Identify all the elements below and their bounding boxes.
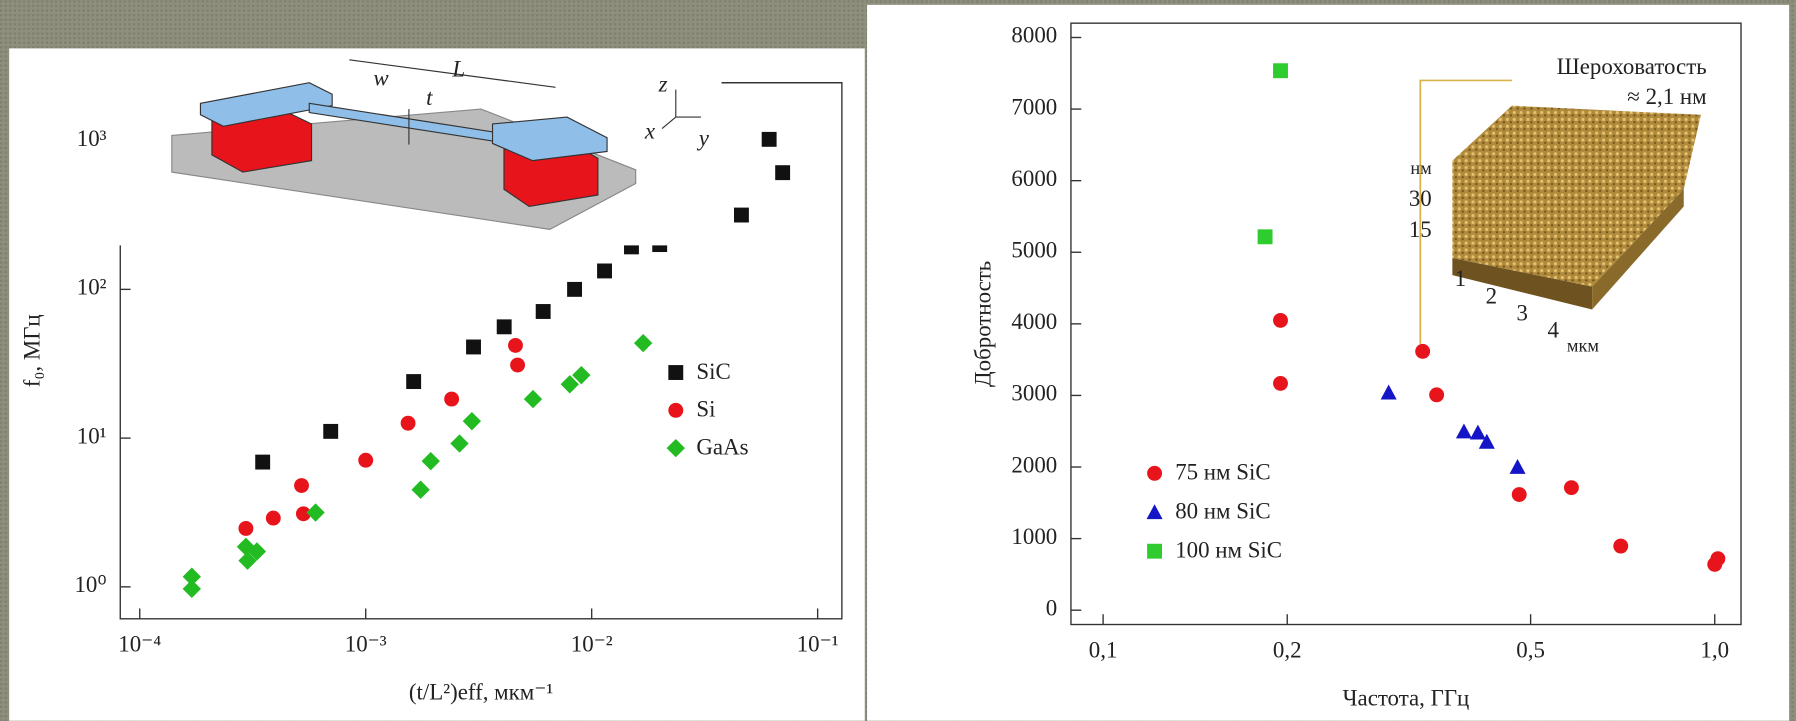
- marker: [1273, 63, 1288, 78]
- marker: [1258, 229, 1273, 244]
- x-tick-label: 10⁻³: [345, 632, 387, 657]
- marker: [1415, 344, 1430, 359]
- marker: [1710, 551, 1725, 566]
- marker: [406, 374, 421, 389]
- marker: [567, 282, 582, 297]
- x-tick-label: 0,2: [1273, 637, 1302, 662]
- y-tick-label: 7000: [1011, 94, 1057, 119]
- y-tick-label: 0: [1046, 595, 1057, 620]
- marker: [1564, 480, 1579, 495]
- inset-z-tick: 15: [1409, 217, 1432, 242]
- schematic-label: L: [451, 57, 465, 82]
- marker: [1273, 376, 1288, 391]
- marker: [266, 511, 281, 526]
- x-axis-title: (t/L²)eff, мкм⁻¹: [409, 680, 553, 705]
- marker: [323, 424, 338, 439]
- inset-z-unit: нм: [1410, 158, 1432, 178]
- marker: [536, 304, 551, 319]
- x-tick-label: 0,1: [1089, 637, 1118, 662]
- legend-swatch: [1147, 466, 1162, 481]
- legend-swatch: [1147, 544, 1162, 559]
- y-tick-label: 10¹: [77, 423, 107, 448]
- schematic-label: t: [426, 85, 433, 110]
- x-axis-title: Частота, ГГц: [1343, 685, 1470, 710]
- marker: [255, 455, 270, 470]
- schematic-label: w: [373, 66, 389, 91]
- marker: [1613, 539, 1628, 554]
- inset-x-tick: 4: [1547, 318, 1559, 343]
- marker: [510, 358, 525, 373]
- y-axis-title: Добротность: [970, 261, 995, 387]
- legend-swatch: [668, 403, 683, 418]
- y-tick-label: 10⁰: [74, 572, 106, 597]
- marker: [466, 340, 481, 355]
- inset-value: ≈ 2,1 нм: [1627, 84, 1706, 109]
- marker: [1512, 487, 1527, 502]
- marker: [238, 521, 253, 536]
- y-tick-label: 10²: [77, 275, 107, 300]
- slide: 10⁻⁴ 10⁻³ 10⁻² 10⁻¹ 10⁰ 10¹ 10² 10³ (t/L²)eff, м…: [0, 0, 1796, 721]
- legend-label: SiC: [696, 359, 730, 384]
- schematic-label: x: [644, 118, 655, 143]
- marker: [294, 478, 309, 493]
- inset-x-tick: 2: [1486, 283, 1497, 308]
- inset-x-unit: мкм: [1567, 336, 1599, 356]
- marker: [508, 338, 523, 353]
- x-tick-label: 10⁻¹: [797, 632, 839, 657]
- inset-z-tick: 30: [1409, 186, 1432, 211]
- marker: [734, 208, 749, 223]
- inset-x-tick: 1: [1455, 266, 1466, 291]
- legend-label: 75 нм SiC: [1175, 460, 1270, 485]
- marker: [1429, 387, 1444, 402]
- marker: [762, 132, 777, 147]
- x-tick-label: 10⁻²: [571, 632, 613, 657]
- y-tick-label: 3000: [1011, 381, 1057, 406]
- x-tick-label: 0,5: [1516, 637, 1545, 662]
- marker: [497, 319, 512, 334]
- y-tick-label: 8000: [1011, 23, 1057, 48]
- x-tick-label: 1,0: [1700, 637, 1729, 662]
- y-axis-title: f₀, МГц: [20, 314, 45, 387]
- marker: [358, 453, 373, 468]
- legend-label: 100 нм SiC: [1175, 538, 1282, 563]
- y-tick-label: 5000: [1011, 238, 1057, 263]
- y-tick-label: 4000: [1011, 309, 1057, 334]
- inset-title: Шероховатость: [1557, 54, 1707, 79]
- y-tick-label: 1000: [1011, 524, 1057, 549]
- legend-label: 80 нм SiC: [1175, 499, 1270, 524]
- legend-label: Si: [696, 397, 715, 422]
- y-tick-label: 2000: [1011, 452, 1057, 477]
- legend-label: GaAs: [696, 435, 748, 460]
- inset-x-tick: 3: [1517, 301, 1528, 326]
- legend-swatch: [668, 365, 683, 380]
- marker: [401, 416, 416, 431]
- marker: [597, 264, 612, 279]
- marker: [444, 392, 459, 407]
- x-tick-label: 10⁻⁴: [118, 632, 161, 657]
- schematic-label: y: [697, 125, 710, 150]
- y-tick-label: 6000: [1011, 166, 1057, 191]
- marker: [775, 165, 790, 180]
- schematic-label: z: [658, 71, 668, 96]
- right-panel: [867, 5, 1789, 721]
- page: 10⁻⁴ 10⁻³ 10⁻² 10⁻¹ 10⁰ 10¹ 10² 10³ (t/L²)eff, м…: [0, 0, 1796, 721]
- marker: [1273, 313, 1288, 328]
- y-tick-label: 10³: [77, 126, 107, 151]
